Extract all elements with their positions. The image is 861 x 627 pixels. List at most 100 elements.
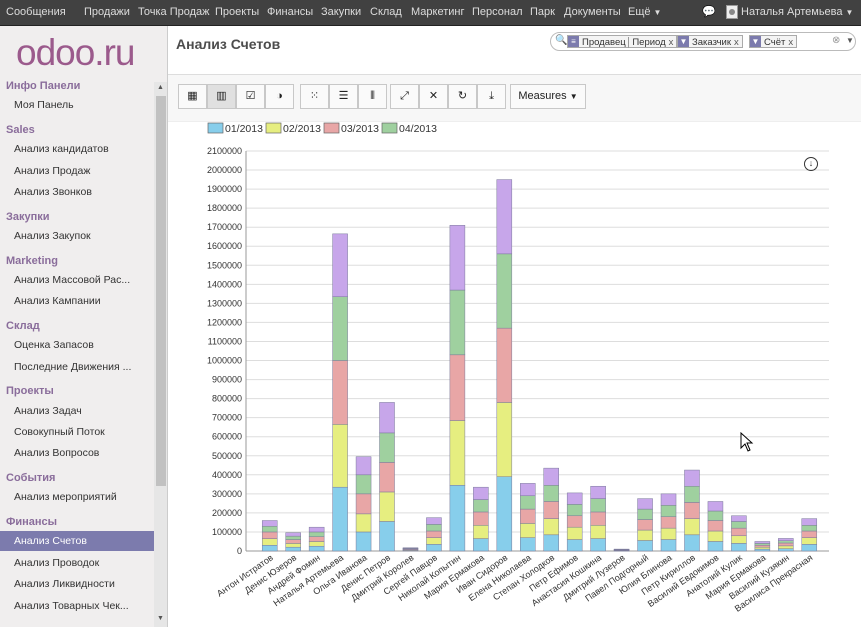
pie-chart-button[interactable]: ◑ (265, 84, 294, 109)
sidebar-item-campaigns[interactable]: Анализ Кампании (14, 295, 101, 307)
bar-segment (496, 327, 513, 403)
menu-purchases[interactable]: Закупки (321, 6, 362, 18)
facet-filter-invoice[interactable]: ▼ Счёт x (749, 35, 798, 48)
reload-button[interactable]: ↻ (448, 84, 477, 109)
bar-segment (449, 289, 466, 356)
section-dashboards: Инфо Панели (6, 80, 81, 92)
expand-button[interactable]: ⤢ (390, 84, 419, 109)
bar-segment (332, 360, 348, 425)
table-view-icon: ▦ (187, 90, 198, 102)
sidebar-item-cumulative-flow[interactable]: Совокупный Поток (14, 426, 105, 438)
menu-fleet[interactable]: Парк (530, 6, 555, 18)
sidebar-item-calls[interactable]: Анализ Звонков (14, 186, 92, 198)
menu-projects[interactable]: Проекты (215, 6, 260, 18)
bar-segment (308, 541, 325, 547)
user-menu[interactable]: Наталья Артемьева ▼ (741, 6, 854, 18)
menu-messages[interactable]: Сообщения (6, 6, 66, 18)
sidebar-item-liquidity[interactable]: Анализ Ликвидности (14, 578, 115, 590)
sidebar-item-purchase-analysis[interactable]: Анализ Закупок (14, 230, 91, 242)
search-options-icon[interactable]: ▼ (846, 36, 854, 45)
sidebar-item-issues[interactable]: Анализ Вопросов (14, 447, 100, 459)
scroll-up-icon[interactable]: ▲ (157, 84, 164, 91)
measures-dropdown[interactable]: Measures ▼ (510, 84, 586, 109)
bar-chart: 0 100000 200000 300000 400000 500000 600000 700… (207, 122, 829, 614)
bar-segment (426, 530, 442, 538)
bar-segment (285, 543, 301, 548)
bar-segment (566, 515, 583, 528)
bar-segment (332, 233, 348, 297)
sidebar-item-recent-moves[interactable]: Последние Движения ... (14, 361, 132, 373)
y-tick-label: 1200000 (207, 317, 242, 327)
legend-swatch (265, 122, 282, 134)
search-icon[interactable]: 🔍 (555, 35, 568, 46)
caret-down-icon: ▼ (569, 92, 578, 101)
download-button[interactable]: ⤓ (477, 84, 506, 109)
bar-segment (426, 544, 442, 552)
bar-segment (308, 531, 325, 537)
bar-segment (731, 515, 747, 522)
fullscreen-button[interactable]: ✕ (419, 84, 448, 109)
bar-segment (590, 525, 606, 539)
chat-icon[interactable]: 💬 (702, 6, 716, 18)
bar-segment (308, 536, 325, 542)
title-bar: Анализ Счетов 🔍 ≡ Продавец Период x ▼ Заказ… (168, 26, 861, 75)
remove-facet-icon[interactable]: x (734, 37, 739, 48)
bar-segment (754, 543, 771, 546)
menu-more[interactable]: Ещё ▼ (628, 6, 662, 18)
bar-segment (473, 525, 489, 539)
heatmap-button[interactable]: ⁙ (300, 84, 329, 109)
chart-download-icon[interactable]: ↓ (804, 157, 818, 171)
bar-segment (566, 492, 583, 505)
filter-icon: ▼ (678, 36, 689, 47)
bar-segment (684, 502, 700, 519)
logo[interactable]: odoo.ru (16, 32, 135, 73)
bar-segment (566, 504, 583, 517)
search-bar[interactable]: 🔍 ≡ Продавец Период x ▼ Заказчик x ▼ Счёт x ⊗ … (550, 32, 856, 51)
bar-segment (355, 474, 372, 495)
page-title: Анализ Счетов (176, 36, 281, 52)
reload-icon: ↻ (457, 90, 468, 102)
clear-search-icon[interactable]: ⊗ (832, 35, 841, 46)
sidebar-item-candidates[interactable]: Анализ кандидатов (14, 143, 109, 155)
bar-segment (731, 521, 747, 529)
bar-segment (520, 523, 536, 538)
sidebar-item-invoice-analysis[interactable]: Анализ Счетов (0, 531, 154, 551)
sidebar-item-sales-analysis[interactable]: Анализ Продаж (14, 165, 91, 177)
menu-documents[interactable]: Документы (564, 6, 621, 18)
sidebar-scroll-thumb[interactable] (156, 96, 166, 486)
legend-swatch (323, 122, 340, 134)
menu-marketing[interactable]: Маркетинг (411, 6, 465, 18)
remove-facet-icon[interactable]: x (788, 37, 794, 48)
bar-segment (801, 518, 818, 526)
remove-facet-icon[interactable]: x (668, 37, 674, 48)
bar-segment (261, 520, 278, 527)
menu-hr[interactable]: Персонал (472, 6, 523, 18)
bar-segment (707, 541, 724, 552)
menu-warehouse[interactable]: Склад (370, 6, 402, 18)
facet-group-by[interactable]: ≡ Продавец Период x (567, 35, 678, 48)
bar-segment (332, 486, 348, 552)
check-button[interactable]: ☑ (236, 84, 265, 109)
avatar[interactable] (726, 5, 738, 19)
scroll-down-icon[interactable]: ▼ (157, 615, 164, 622)
sidebar-item-my-dashboard[interactable]: Моя Панель (14, 99, 74, 111)
menu-finance[interactable]: Финансы (267, 6, 314, 18)
bar-segment (473, 538, 489, 552)
graph-view-button[interactable]: ▥ (207, 84, 236, 109)
sidebar-item-entries[interactable]: Анализ Проводок (14, 557, 100, 569)
section-projects: Проекты (6, 385, 54, 397)
sidebar-item-tasks[interactable]: Анализ Задач (14, 405, 82, 417)
menu-pos[interactable]: Точка Продаж (138, 6, 210, 18)
rows-button[interactable]: ☰ (329, 84, 358, 109)
table-view-button[interactable]: ▦ (178, 84, 207, 109)
y-tick-label: 100000 (212, 527, 242, 537)
y-tick-label: 2000000 (207, 165, 242, 175)
sidebar-item-mass-mailing[interactable]: Анализ Массовой Рас... (14, 274, 131, 286)
facet-filter-customer[interactable]: ▼ Заказчик x (677, 35, 743, 48)
sidebar-item-receipts[interactable]: Анализ Товарных Чек... (14, 600, 129, 612)
sidebar-item-events[interactable]: Анализ мероприятий (14, 491, 117, 503)
columns-button[interactable]: ⦀ (358, 84, 387, 109)
sidebar-item-stock-valuation[interactable]: Оценка Запасов (14, 339, 94, 351)
menu-sales[interactable]: Продажи (84, 6, 130, 18)
bar-segment (543, 518, 559, 536)
